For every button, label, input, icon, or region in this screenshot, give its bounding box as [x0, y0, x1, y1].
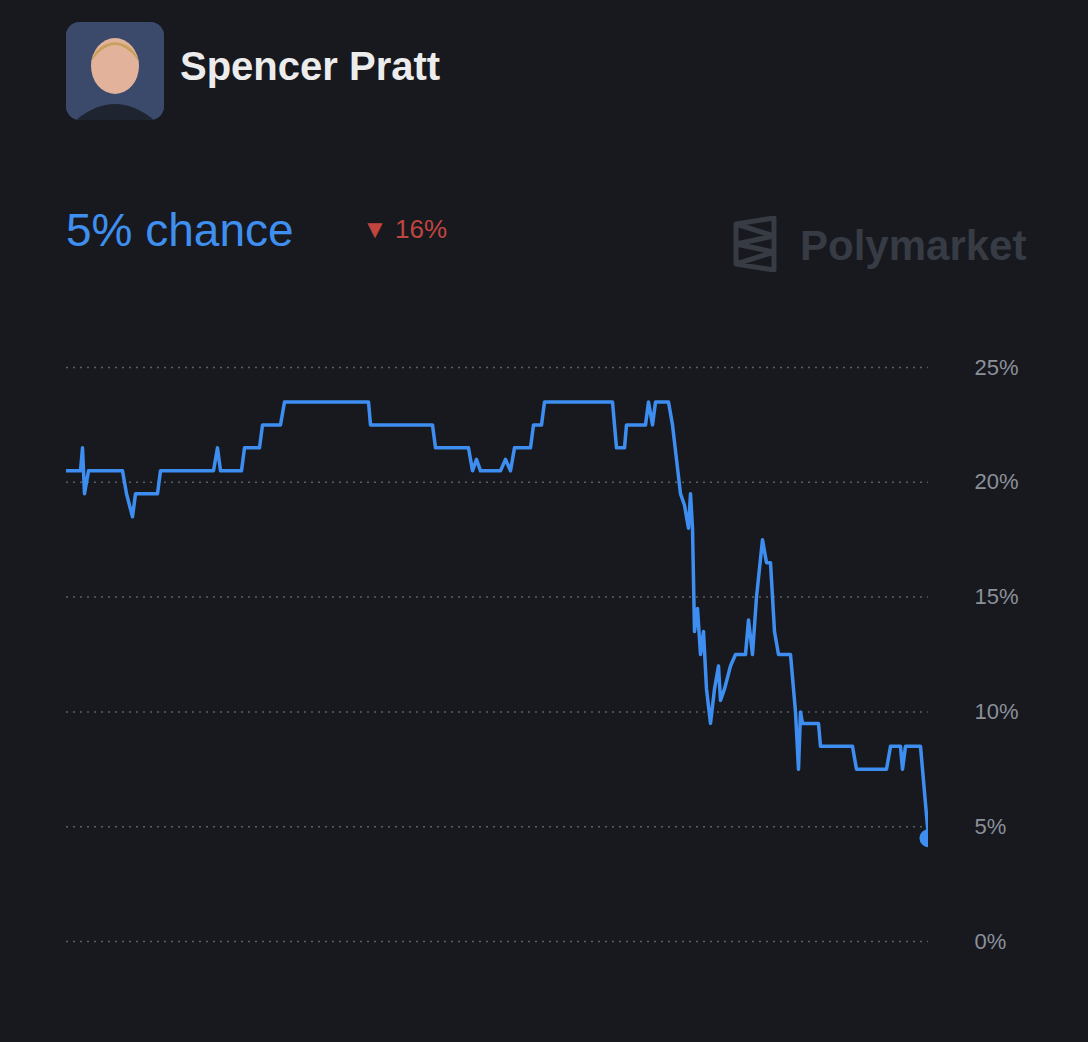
- svg-text:15%: 15%: [975, 584, 1019, 609]
- svg-text:5%: 5%: [975, 814, 1007, 839]
- html-text:5% chance: 5% chance: [66, 204, 294, 256]
- svg-text:20%: 20%: [975, 469, 1019, 494]
- html-text:Polymarket: Polymarket: [800, 222, 1027, 269]
- svg-text:25%: 25%: [975, 355, 1019, 380]
- svg-text:0%: 0%: [975, 929, 1007, 954]
- html-text:Spencer Pratt: Spencer Pratt: [180, 44, 441, 88]
- html-text:▼ 16%: ▼ 16%: [362, 214, 447, 244]
- svg-text:10%: 10%: [975, 699, 1019, 724]
